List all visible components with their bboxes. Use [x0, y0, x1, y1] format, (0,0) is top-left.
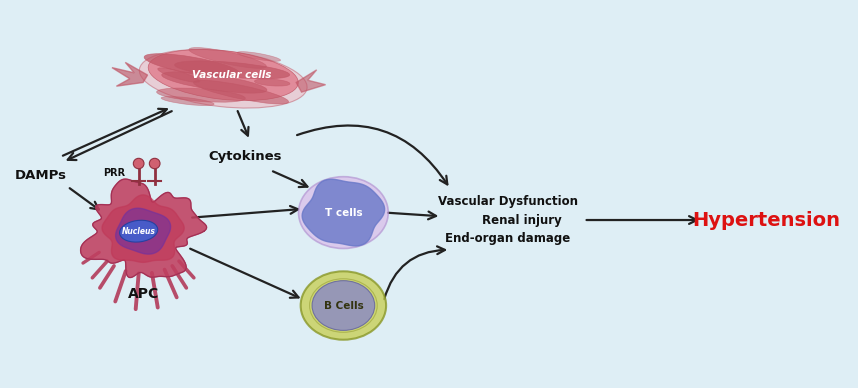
- Text: Hypertension: Hypertension: [692, 211, 840, 230]
- Ellipse shape: [194, 80, 288, 104]
- Text: T cells: T cells: [324, 208, 362, 218]
- Ellipse shape: [299, 177, 389, 248]
- Text: PRR: PRR: [103, 168, 125, 178]
- Polygon shape: [296, 70, 325, 92]
- Text: Cytokines: Cytokines: [208, 150, 282, 163]
- Ellipse shape: [133, 158, 144, 169]
- Ellipse shape: [161, 97, 214, 106]
- Polygon shape: [102, 195, 184, 262]
- Polygon shape: [81, 179, 207, 277]
- Polygon shape: [116, 208, 171, 254]
- Polygon shape: [112, 62, 148, 86]
- Ellipse shape: [189, 48, 266, 68]
- Ellipse shape: [300, 271, 386, 340]
- Text: APC: APC: [128, 288, 159, 301]
- Text: End-organ damage: End-organ damage: [445, 232, 571, 245]
- Ellipse shape: [174, 61, 290, 79]
- Ellipse shape: [161, 72, 267, 93]
- Ellipse shape: [148, 50, 299, 100]
- Ellipse shape: [237, 52, 281, 61]
- Ellipse shape: [310, 279, 378, 332]
- Text: Nucleus: Nucleus: [122, 227, 155, 236]
- Text: Vascular cells: Vascular cells: [192, 70, 272, 80]
- Text: B Cells: B Cells: [323, 301, 363, 310]
- Ellipse shape: [119, 220, 158, 242]
- Ellipse shape: [149, 158, 160, 169]
- Ellipse shape: [255, 79, 290, 86]
- Ellipse shape: [144, 54, 240, 77]
- Text: Vascular Dysfunction: Vascular Dysfunction: [438, 195, 578, 208]
- Text: Renal injury: Renal injury: [481, 213, 561, 227]
- Polygon shape: [302, 179, 384, 246]
- Ellipse shape: [158, 68, 200, 82]
- Ellipse shape: [157, 88, 245, 102]
- Ellipse shape: [312, 281, 375, 331]
- Ellipse shape: [139, 49, 307, 108]
- Text: DAMPs: DAMPs: [15, 169, 67, 182]
